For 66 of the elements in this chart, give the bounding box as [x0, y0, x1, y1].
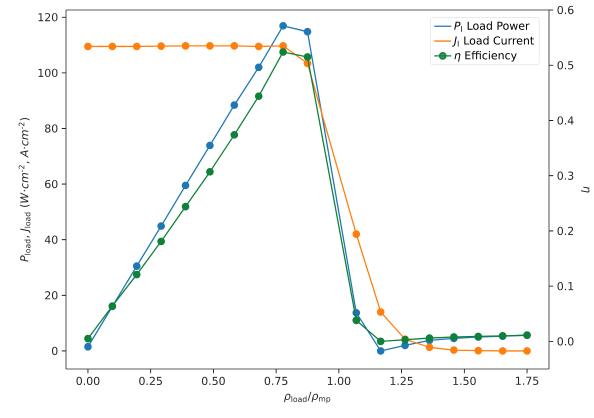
x-tick-label: 1.00 — [328, 376, 350, 386]
point — [523, 347, 531, 355]
point — [426, 343, 434, 352]
point — [254, 92, 263, 100]
point — [206, 42, 214, 50]
point — [279, 22, 287, 30]
point — [230, 101, 238, 109]
point — [279, 42, 287, 50]
x-tick-label: 0.75 — [264, 376, 288, 386]
point — [84, 334, 92, 342]
point — [450, 346, 458, 354]
y-tick-label: 40 — [44, 236, 58, 244]
text: P$_{load}$, J$_{load}$ (W·cm$^{-2}$, A·cm$^{-2}$) — [18, 118, 30, 262]
y2-tick-label: 0.6 — [557, 6, 574, 14]
point — [352, 316, 360, 324]
point — [84, 342, 92, 351]
point — [376, 308, 385, 316]
x-tick-label: 0.25 — [139, 376, 162, 386]
point — [157, 222, 165, 230]
point — [206, 168, 214, 176]
x-axis-title: ρ$_{load}$/ρ$_{mp}$ — [284, 392, 330, 404]
y2-tick-label: 0.1 — [557, 282, 574, 290]
point — [132, 270, 141, 278]
point — [108, 42, 116, 50]
point — [230, 42, 238, 50]
y-tick-label: 60 — [45, 180, 58, 188]
y-tick-label: 120 — [38, 13, 58, 22]
point — [498, 347, 506, 355]
point — [474, 346, 482, 354]
legend-label: P$_{l}$ Load Power — [454, 21, 530, 32]
y2-tick-label: 0.3 — [557, 172, 574, 180]
point — [157, 42, 165, 50]
x-tick-label: 1.75 — [516, 376, 538, 385]
point — [182, 202, 190, 210]
point — [132, 42, 141, 50]
point — [376, 338, 385, 346]
y-tick-label: 0 — [52, 346, 58, 356]
legend-label: η Efficiency — [454, 50, 517, 62]
x-tick-label: 1.25 — [390, 376, 413, 386]
point — [254, 42, 263, 50]
point — [279, 48, 287, 56]
point — [304, 53, 312, 61]
y-tick-label: 80 — [45, 124, 58, 133]
point — [206, 142, 214, 150]
point — [84, 42, 92, 50]
legend-label: J$_{l}$ Load Current — [452, 36, 534, 47]
y2-tick-label: 0.5 — [557, 61, 574, 70]
y-tick-label: 100 — [38, 68, 58, 77]
y2-tick-label: 0.0 — [557, 337, 574, 346]
point — [352, 230, 360, 238]
y2-tick-label: 0.2 — [557, 226, 574, 236]
point — [426, 334, 434, 342]
point — [132, 262, 141, 270]
x-tick-label: 1.50 — [453, 376, 476, 386]
x-tick-label: 0.50 — [202, 376, 225, 386]
point — [376, 347, 385, 355]
y2-axis-title: η — [581, 186, 590, 192]
y2-tick-label: 0.4 — [557, 116, 574, 125]
x-tick-label: 0.00 — [76, 376, 100, 386]
point — [230, 130, 238, 139]
y-tick-label: 20 — [45, 291, 58, 300]
point — [254, 63, 263, 72]
point — [157, 238, 165, 246]
point — [304, 28, 312, 36]
point — [182, 182, 190, 190]
point — [182, 42, 190, 50]
